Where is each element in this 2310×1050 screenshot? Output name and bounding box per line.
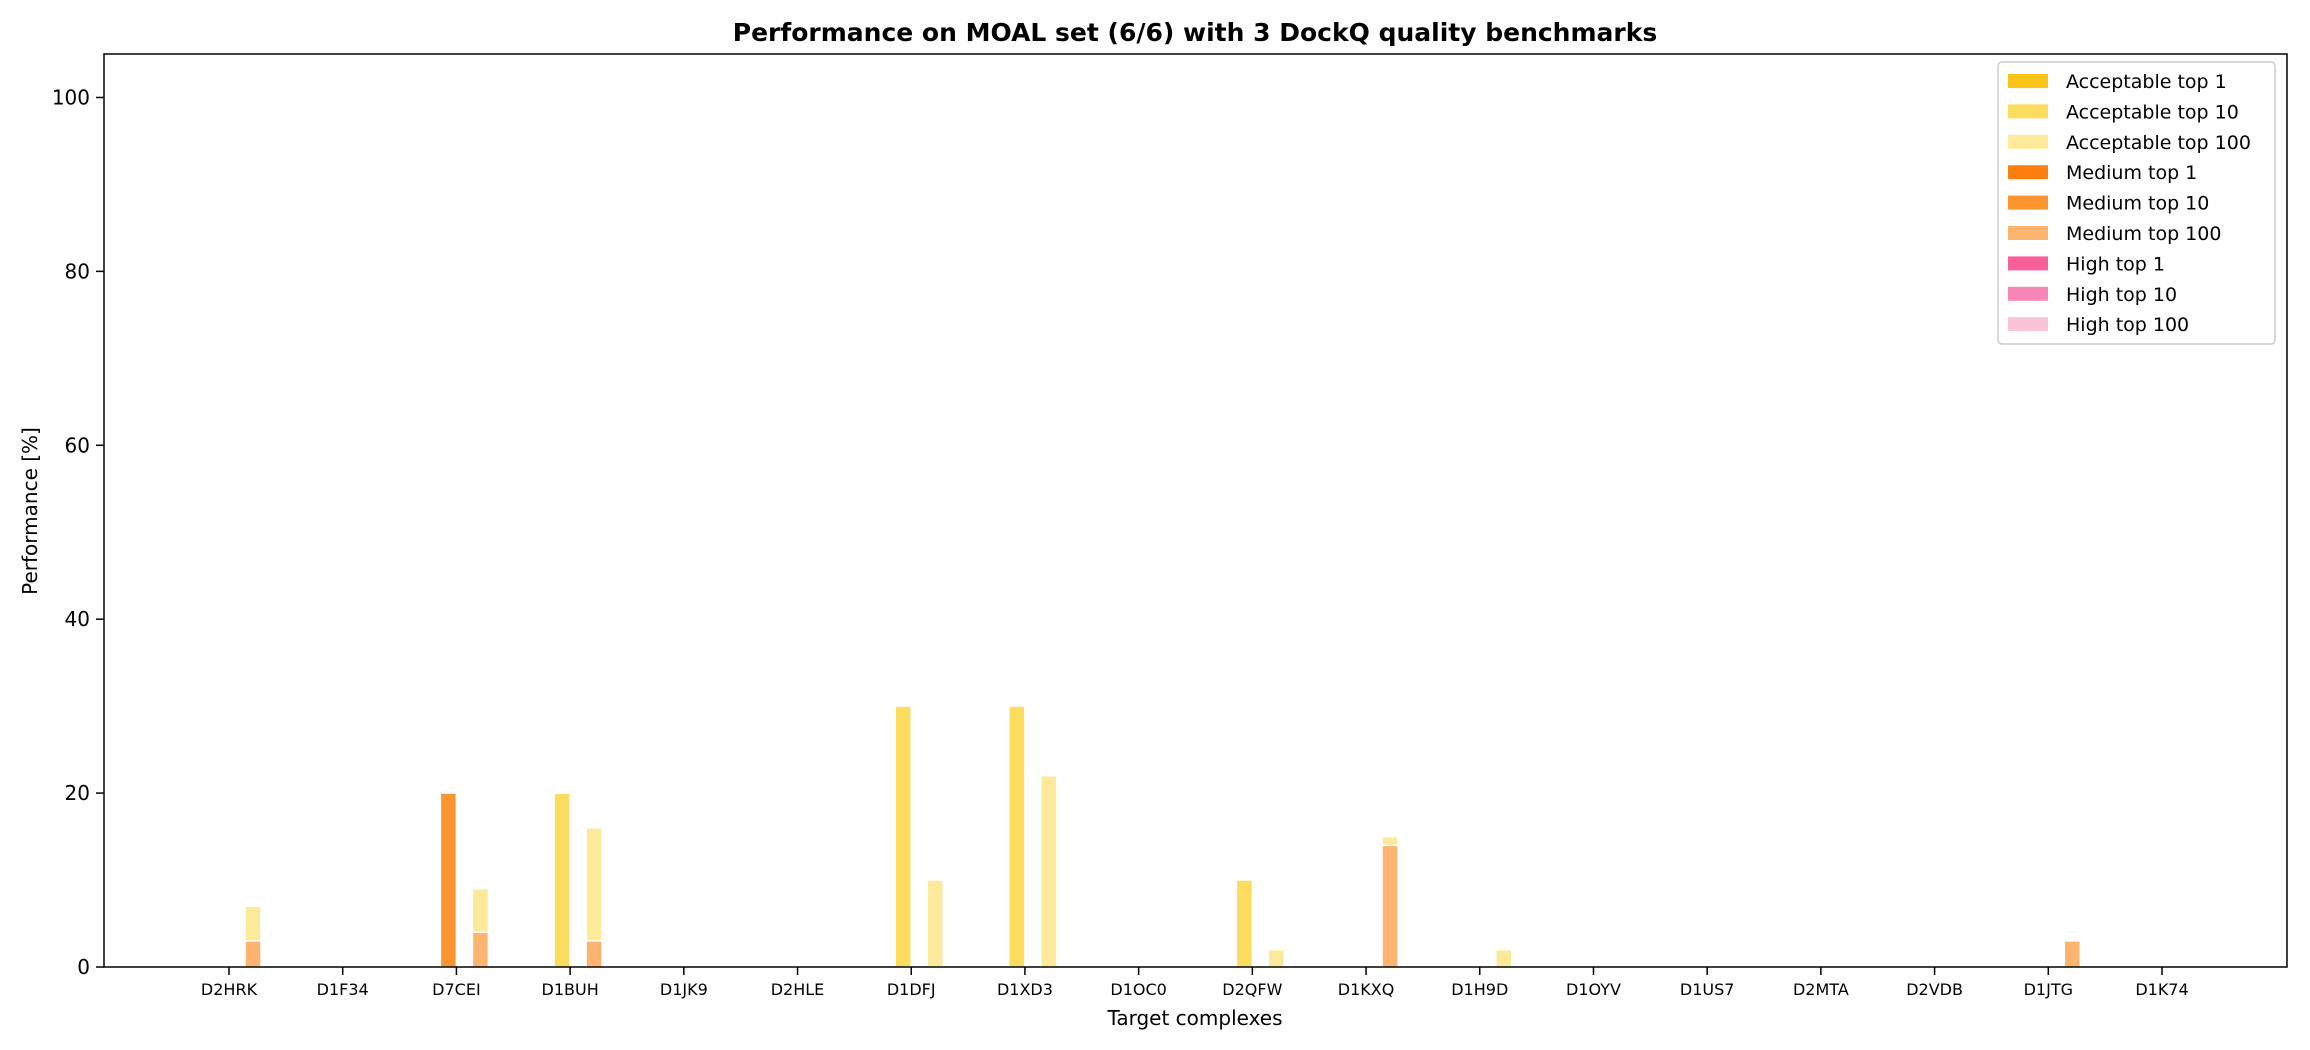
bar-d7cei-medium-top-10: [439, 792, 458, 968]
x-tick-label: D1JTG: [2024, 980, 2073, 999]
y-tick-label: 20: [65, 781, 90, 805]
x-tick-label: D2HRK: [201, 980, 258, 999]
x-tick-label: D1H9D: [1451, 980, 1508, 999]
y-tick-label: 0: [77, 955, 90, 979]
y-tick-label: 60: [65, 433, 90, 457]
bar-d1jtg-medium-top-100: [2063, 940, 2082, 968]
x-tick-label: D2MTA: [1793, 980, 1849, 999]
y-tick-label: 100: [52, 85, 90, 109]
bar-d1kxq-medium-top-100: [1381, 844, 1399, 968]
legend-swatch: [2008, 134, 2048, 149]
legend-label: Acceptable top 10: [2066, 101, 2239, 123]
x-tick-label: D7CEI: [432, 980, 481, 999]
plot-frame: [103, 53, 2288, 968]
legend-label: Acceptable top 100: [2066, 132, 2251, 154]
x-tick-label: D1F34: [317, 980, 369, 999]
x-axis-label: Target complexes: [1106, 1006, 1282, 1030]
bar-d2qfw-acceptable-top-100: [1267, 948, 1286, 968]
legend-swatch: [2008, 286, 2048, 301]
legend-label: Acceptable top 1: [2066, 71, 2227, 93]
legend-label: High top 10: [2066, 284, 2177, 306]
bar-d2hrk-medium-top-100: [244, 940, 262, 968]
y-tick-label: 80: [65, 259, 90, 283]
legend-swatch: [2008, 256, 2048, 271]
legend-swatch: [2008, 317, 2048, 332]
bars-group: [244, 705, 2082, 968]
x-tick-label: D2QFW: [1222, 980, 1282, 999]
bar-d1xd3-acceptable-top-10: [1008, 705, 1026, 968]
bar-d1buh-medium-top-100: [585, 940, 603, 968]
x-tick-label: D1US7: [1680, 980, 1735, 999]
legend-label: High top 1: [2066, 253, 2165, 275]
legend-label: High top 100: [2066, 314, 2189, 336]
chart-title: Performance on MOAL set (6/6) with 3 Doc…: [733, 18, 1658, 47]
y-axis-label: Performance [%]: [18, 427, 42, 595]
legend-label: Medium top 10: [2066, 193, 2209, 215]
bar-d7cei-medium-top-100: [471, 931, 490, 968]
x-tick-label: D2HLE: [771, 980, 825, 999]
legend-swatch: [2008, 195, 2048, 210]
bar-d1dfj-acceptable-top-10: [894, 705, 912, 968]
legend: Acceptable top 1 Acceptable top 10 Accepta…: [1997, 61, 2276, 345]
x-tick-label: D1DFJ: [887, 980, 936, 999]
x-tick-label: D1BUH: [542, 980, 599, 999]
x-tick-label: D1XD3: [997, 980, 1053, 999]
legend-swatch: [2008, 104, 2048, 119]
x-tick-label: D1KXQ: [1338, 980, 1395, 999]
bar-d2qfw-acceptable-top-10: [1235, 879, 1254, 968]
legend-swatch: [2008, 74, 2048, 88]
bar-d1h9d-acceptable-top-100: [1495, 948, 1513, 968]
legend-label: Medium top 100: [2066, 223, 2221, 245]
x-tick-label: D1OC0: [1110, 980, 1166, 999]
legend-swatch: [2008, 165, 2048, 180]
x-axis: D2HRK D1F34 D7CEI D1BUH D1JK9 D2HLE D1DFJ D1XD3…: [201, 967, 2189, 999]
x-tick-label: D1OYV: [1566, 980, 1621, 999]
bar-d1buh-acceptable-top-10: [553, 792, 571, 968]
y-tick-label: 40: [65, 607, 90, 631]
bar-d1dfj-acceptable-top-100: [926, 879, 944, 968]
y-axis: 0 20 40 60 80 100: [52, 85, 104, 979]
legend-label: Medium top 1: [2066, 162, 2197, 184]
x-tick-label: D1JK9: [660, 980, 708, 999]
legend-box: [1997, 61, 2276, 345]
bar-d1xd3-acceptable-top-100: [1040, 774, 1058, 968]
x-tick-label: D1K74: [2135, 980, 2188, 999]
legend-swatch: [2008, 226, 2048, 240]
x-tick-label: D2VDB: [1906, 980, 1963, 999]
